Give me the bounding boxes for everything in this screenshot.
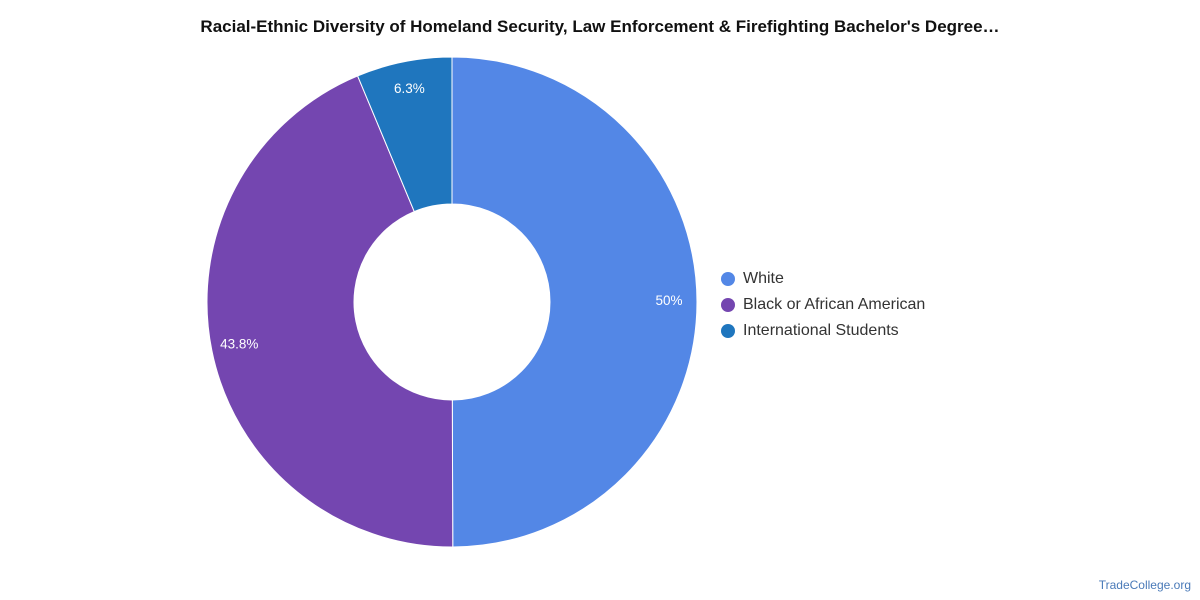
legend-item-international-students[interactable]: International Students [721, 318, 925, 344]
slice-label-international-students: 6.3% [394, 81, 425, 96]
legend-label: White [743, 270, 784, 287]
donut-slices [206, 56, 698, 548]
legend-label: Black or African American [743, 296, 926, 313]
legend-swatch [721, 272, 735, 286]
slice-label-white: 50% [655, 293, 682, 308]
legend-item-black-or-african-american[interactable]: Black or African American [721, 292, 925, 318]
legend-label: International Students [743, 322, 899, 339]
slice-black-or-african-american[interactable] [206, 75, 454, 548]
source-credit[interactable]: TradeCollege.org [1098, 578, 1191, 592]
slice-international-students[interactable] [356, 56, 453, 213]
slice-label-black-or-african-american: 43.8% [220, 337, 258, 352]
chart-legend: White Black or African American Internatio… [721, 266, 925, 344]
chart-title: Racial-Ethnic Diversity of Homeland Secu… [200, 17, 1000, 36]
legend-swatch [721, 298, 735, 312]
legend-swatch [721, 324, 735, 338]
slice-white[interactable] [451, 56, 698, 548]
donut-slice-labels: 50% 43.8% 6.3% [220, 81, 682, 352]
legend-item-white[interactable]: White [721, 266, 925, 292]
